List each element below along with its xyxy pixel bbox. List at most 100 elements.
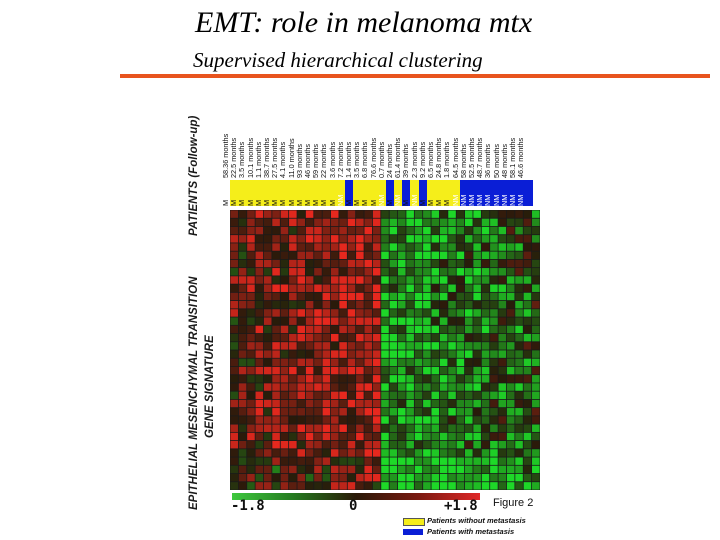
heatmap-cell	[389, 284, 398, 292]
heatmap-cell	[255, 366, 264, 375]
heatmap-cell	[397, 465, 406, 474]
patient-group-marker	[410, 180, 419, 206]
heatmap-cell	[406, 235, 414, 243]
heatmap-cell	[397, 342, 406, 350]
heatmap-cell	[431, 259, 440, 268]
heatmap-cell	[322, 473, 331, 482]
heatmap-cell	[347, 408, 356, 416]
heatmap-cell	[364, 375, 373, 383]
heatmap-cell	[272, 235, 280, 243]
heatmap-cell	[356, 457, 364, 465]
heatmap-cell	[322, 259, 331, 268]
heatmap-cell	[473, 482, 481, 490]
heatmap-cell	[456, 218, 465, 227]
heatmap-cell	[498, 432, 507, 441]
heatmap-cell	[297, 383, 306, 391]
heatmap-cell	[423, 292, 431, 301]
patient-group-marker	[254, 180, 263, 206]
heatmap-cell	[423, 300, 431, 309]
heatmap-cell	[372, 391, 381, 400]
heatmap-cell	[322, 375, 331, 383]
heatmap-cell	[523, 391, 532, 400]
heatmap-cell	[523, 358, 532, 367]
heatmap-cell	[448, 391, 456, 400]
patient-column-header: M 9.2 months	[418, 108, 435, 206]
heatmap-cell	[230, 226, 238, 235]
heatmap-cell	[523, 325, 532, 334]
heatmap-cell	[247, 210, 255, 218]
heatmap-cell	[523, 424, 532, 432]
heatmap-cell	[523, 465, 532, 474]
heatmap-cell	[263, 482, 272, 490]
heatmap-cell	[481, 457, 490, 465]
heatmap-cell	[305, 317, 314, 325]
heatmap-cell	[238, 375, 247, 383]
heatmap-cell	[322, 333, 331, 342]
heatmap-cell	[314, 350, 322, 358]
heatmap-cell	[532, 399, 540, 408]
heatmap-cell	[414, 235, 423, 243]
heatmap-cell	[356, 210, 364, 218]
heatmap-cell	[255, 465, 264, 474]
heatmap-cell	[481, 226, 490, 235]
heatmap-cell	[263, 235, 272, 243]
heatmap-cell	[431, 226, 440, 235]
heatmap-cell	[397, 284, 406, 292]
heatmap-cell	[439, 350, 448, 358]
heatmap-cell	[339, 317, 347, 325]
heatmap-cell	[255, 416, 264, 424]
heatmap-cell	[414, 399, 423, 408]
heatmap-cell	[247, 424, 255, 432]
heatmap-cell	[464, 309, 473, 317]
heatmap-cell	[247, 473, 255, 482]
heatmap-cell	[498, 333, 507, 342]
heatmap-cell	[356, 449, 364, 457]
heatmap-cell	[439, 317, 448, 325]
heatmap-cell	[515, 424, 523, 432]
heatmap-cell	[238, 440, 247, 449]
heatmap-cell	[322, 366, 331, 375]
heatmap-cell	[406, 210, 414, 218]
heatmap-cell	[381, 440, 389, 449]
heatmap-cell	[464, 300, 473, 309]
heatmap-cell	[339, 482, 347, 490]
patient-column-header: M 6.5 months	[426, 108, 444, 206]
heatmap-cell	[297, 276, 306, 284]
heatmap-cell	[506, 276, 515, 284]
heatmap-cell	[473, 317, 481, 325]
heatmap-cell	[523, 383, 532, 391]
heatmap-cell	[230, 325, 238, 334]
heatmap-cell	[356, 325, 364, 334]
heatmap-cell	[364, 251, 373, 260]
heatmap-cell	[439, 465, 448, 474]
heatmap-cell	[473, 268, 481, 276]
heatmap-cell	[339, 440, 347, 449]
heatmap-cell	[414, 325, 423, 334]
heatmap-cell	[515, 358, 523, 367]
heatmap-cell	[330, 292, 339, 301]
heatmap-cell	[481, 432, 490, 441]
heatmap-cell	[431, 449, 440, 457]
heatmap-cell	[414, 243, 423, 251]
heatmap-cell	[448, 366, 456, 375]
heatmap-cell	[532, 243, 540, 251]
heatmap-cell	[364, 284, 373, 292]
heatmap-cell	[356, 284, 364, 292]
heatmap-cell	[356, 317, 364, 325]
heatmap-cell	[272, 473, 280, 482]
heatmap-cell	[498, 391, 507, 400]
heatmap-cell	[280, 300, 289, 309]
heatmap-cell	[314, 300, 322, 309]
heatmap-cell	[372, 375, 381, 383]
heatmap-cell	[322, 284, 331, 292]
heatmap-cell	[439, 325, 448, 334]
heatmap-cell	[364, 342, 373, 350]
heatmap-cell	[523, 342, 532, 350]
heatmap-cell	[238, 342, 247, 350]
patient-column-header: M 39 months	[401, 108, 419, 206]
heatmap-cell	[297, 243, 306, 251]
heatmap-cell	[389, 300, 398, 309]
heatmap-cell	[314, 465, 322, 474]
heatmap-cell	[532, 342, 540, 350]
heatmap-cell	[330, 391, 339, 400]
